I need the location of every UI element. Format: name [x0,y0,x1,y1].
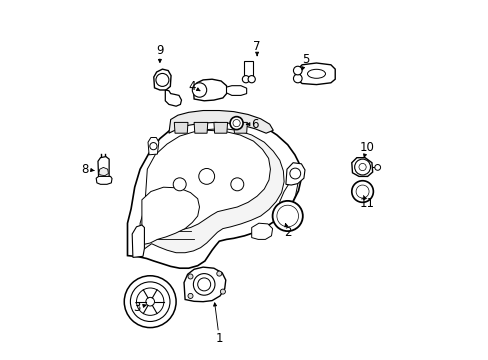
Circle shape [187,293,193,298]
Circle shape [354,159,370,175]
Polygon shape [226,86,246,95]
Polygon shape [168,111,273,133]
Polygon shape [98,157,109,183]
Circle shape [230,117,243,130]
Circle shape [197,278,210,291]
Polygon shape [153,69,171,90]
Circle shape [355,185,368,198]
Text: 3: 3 [133,301,140,314]
Text: 2: 2 [284,226,291,239]
Circle shape [351,181,373,202]
Circle shape [374,165,380,170]
Polygon shape [233,122,247,133]
Circle shape [130,282,170,321]
Circle shape [173,178,186,191]
Ellipse shape [295,69,300,80]
Circle shape [156,73,168,86]
Polygon shape [183,267,225,302]
Circle shape [289,168,300,179]
Text: 5: 5 [302,53,309,66]
Circle shape [293,66,302,75]
Circle shape [192,83,206,97]
Text: 4: 4 [188,80,196,93]
Circle shape [242,76,249,83]
Text: 10: 10 [359,141,374,154]
Polygon shape [297,63,335,85]
Circle shape [232,120,240,127]
Circle shape [124,276,176,328]
Polygon shape [194,122,207,133]
Text: 11: 11 [359,197,374,210]
Text: 7: 7 [253,40,260,53]
Circle shape [358,163,366,171]
Circle shape [276,205,298,227]
Text: 1: 1 [215,332,223,345]
Text: 6: 6 [251,118,259,131]
Polygon shape [165,90,181,106]
Circle shape [230,178,244,191]
Circle shape [187,274,193,279]
Ellipse shape [307,69,325,78]
Circle shape [199,168,214,184]
Circle shape [193,274,215,295]
Polygon shape [213,122,227,133]
Circle shape [247,76,255,83]
Polygon shape [142,187,199,245]
Circle shape [216,271,222,276]
Polygon shape [251,223,272,239]
Polygon shape [193,79,227,101]
Circle shape [136,288,163,315]
Polygon shape [132,225,144,257]
Polygon shape [140,129,284,253]
FancyBboxPatch shape [244,61,253,77]
Polygon shape [174,122,187,133]
Polygon shape [148,138,159,155]
Circle shape [293,74,302,83]
Polygon shape [96,176,112,184]
Text: 8: 8 [81,163,89,176]
Polygon shape [145,130,270,230]
Polygon shape [285,163,305,185]
Circle shape [149,143,157,150]
Polygon shape [127,117,301,268]
Circle shape [145,297,154,306]
Circle shape [272,201,302,231]
Polygon shape [99,167,108,176]
Text: 9: 9 [156,44,163,57]
Polygon shape [278,176,297,218]
Polygon shape [351,158,372,176]
Circle shape [220,289,225,294]
